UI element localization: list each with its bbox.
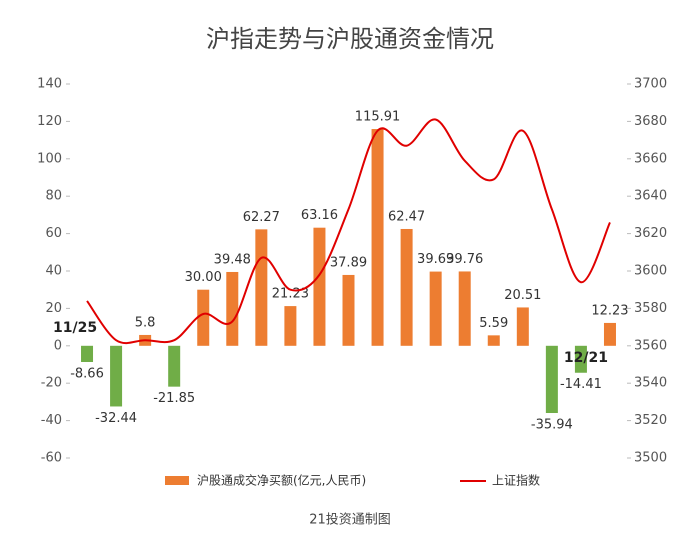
bar: [197, 289, 210, 346]
chart-title: 沪指走势与沪股通资金情况: [206, 25, 494, 53]
y-tick-label: 0: [54, 338, 62, 353]
data-label: -14.41: [560, 377, 602, 392]
y2-tick-label: 3660: [634, 151, 667, 166]
data-label: 30.00: [185, 270, 222, 285]
y-tick-label: 100: [37, 151, 62, 166]
data-label: 39.76: [446, 252, 483, 267]
data-label: 39.69: [417, 252, 454, 267]
bar: [226, 271, 239, 346]
bar: [516, 307, 529, 346]
bar: [545, 345, 558, 414]
y-tick-label: 80: [45, 189, 62, 204]
bar: [429, 271, 442, 346]
data-label: 62.27: [243, 210, 280, 225]
data-label: 63.16: [301, 208, 338, 223]
data-label: 12.23: [591, 303, 628, 318]
y2-tick-label: 3680: [634, 114, 667, 129]
bar: [313, 227, 326, 346]
bar: [400, 228, 413, 346]
y-tick-label: -40: [41, 413, 62, 428]
date-label: 12/21: [564, 350, 608, 366]
y-tick-label: -20: [41, 376, 62, 391]
y2-tick-label: 3500: [634, 451, 667, 466]
legend-label: 上证指数: [492, 473, 540, 488]
y-tick-label: 60: [45, 226, 62, 241]
y-tick-label: -60: [41, 451, 62, 466]
bar: [371, 129, 384, 346]
data-label: 5.59: [479, 316, 508, 331]
bar: [284, 306, 297, 346]
footer: 21投资通制图: [309, 512, 391, 528]
y2-tick-label: 3540: [634, 376, 667, 391]
data-label: -35.94: [531, 418, 573, 433]
index-line: [86, 118, 611, 345]
legend-label: 沪股通成交净买额(亿元,人民币): [197, 473, 366, 488]
y2-tick-label: 3620: [634, 226, 667, 241]
legend-swatch: [165, 476, 189, 485]
y2-tick-label: 3700: [634, 77, 667, 92]
data-label: 37.89: [330, 255, 367, 270]
data-label: 39.48: [214, 252, 251, 267]
y2-tick-label: 3580: [634, 301, 667, 316]
bar: [255, 229, 268, 346]
data-label: 5.8: [135, 315, 156, 330]
y2-tick-label: 3600: [634, 264, 667, 279]
data-label: -32.44: [95, 411, 137, 426]
y-tick-label: 40: [45, 264, 62, 279]
bar: [458, 271, 471, 346]
y2-tick-label: 3520: [634, 413, 667, 428]
y-tick-label: 20: [45, 301, 62, 316]
bar: [342, 274, 355, 346]
date-label: 11/25: [53, 320, 97, 336]
bar: [603, 322, 616, 346]
data-label: 62.47: [388, 209, 425, 224]
data-label: -8.66: [70, 366, 104, 381]
data-label: 115.91: [355, 110, 401, 125]
y-tick-label: 120: [37, 114, 62, 129]
y2-tick-label: 3560: [634, 338, 667, 353]
bar: [81, 345, 94, 362]
bar: [110, 345, 123, 407]
y-tick-label: 140: [37, 77, 62, 92]
data-label: -21.85: [153, 391, 195, 406]
bar: [574, 345, 587, 373]
data-label: 20.51: [504, 288, 541, 303]
bar: [168, 345, 181, 387]
y2-tick-label: 3640: [634, 189, 667, 204]
bar: [487, 335, 500, 346]
